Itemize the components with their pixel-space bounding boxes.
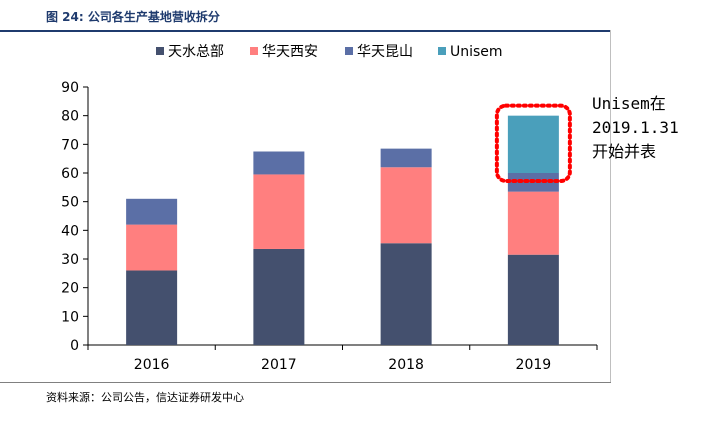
y-tick-label: 40 [61, 223, 79, 239]
y-tick-label: 10 [61, 309, 79, 325]
bar-segment [507, 191, 559, 255]
x-tick-label: 2016 [134, 357, 170, 373]
legend-label: 天水总部 [168, 44, 224, 60]
legend-swatch [250, 47, 258, 55]
figure-header: 图 24: 公司各生产基地营收拆分 [0, 0, 611, 32]
highlight-box [494, 103, 572, 183]
y-tick-label: 80 [61, 109, 79, 125]
source-note: 资料来源：公司公告，信达证券研发中心 [46, 391, 244, 404]
x-axis-ticks: 2016 2017 2018 2019 [134, 357, 551, 373]
y-tick-label: 60 [61, 166, 79, 182]
chart-bars [126, 115, 559, 345]
bottom-divider [0, 382, 611, 383]
y-tick-label: 70 [61, 137, 79, 153]
bar-segment [380, 148, 432, 168]
unisem-annotation: Unisem在 2019.1.31 开始并表 [592, 94, 679, 161]
bar-segment [507, 254, 559, 345]
bar-segment [253, 174, 305, 249]
x-tick-label: 2017 [261, 357, 297, 373]
legend-label: Unisem [450, 44, 503, 60]
y-tick-label: 0 [70, 338, 79, 354]
highlight-layer [494, 103, 572, 183]
y-tick-label: 90 [61, 80, 79, 96]
revenue-stacked-bar-chart: 天水总部 华天西安 华天昆山 Unisem 0 10 20 30 40 50 60 70 80 90 2… [61, 44, 598, 373]
bar-segment [126, 270, 178, 345]
y-tick-label: 30 [61, 252, 79, 268]
bar-segment [380, 167, 432, 244]
legend-label: 华天西安 [262, 44, 318, 60]
bar-segment [380, 243, 432, 345]
legend-swatch [156, 47, 164, 55]
legend-label: 华天昆山 [357, 44, 413, 60]
figure-title: 图 24: 公司各生产基地营收拆分 [46, 10, 220, 24]
legend-swatch [345, 47, 353, 55]
legend-swatch [438, 47, 446, 55]
x-tick-label: 2019 [516, 357, 552, 373]
x-tick-label: 2018 [388, 357, 424, 373]
bar-segment [507, 115, 559, 173]
bar-segment [126, 224, 178, 271]
right-divider [610, 30, 611, 382]
y-tick-label: 20 [61, 281, 79, 297]
y-tick-label: 50 [61, 195, 79, 211]
chart-legend: 天水总部 华天西安 华天昆山 Unisem [156, 44, 503, 60]
bar-segment [253, 248, 305, 345]
bar-segment [126, 198, 178, 225]
bar-segment [253, 151, 305, 175]
